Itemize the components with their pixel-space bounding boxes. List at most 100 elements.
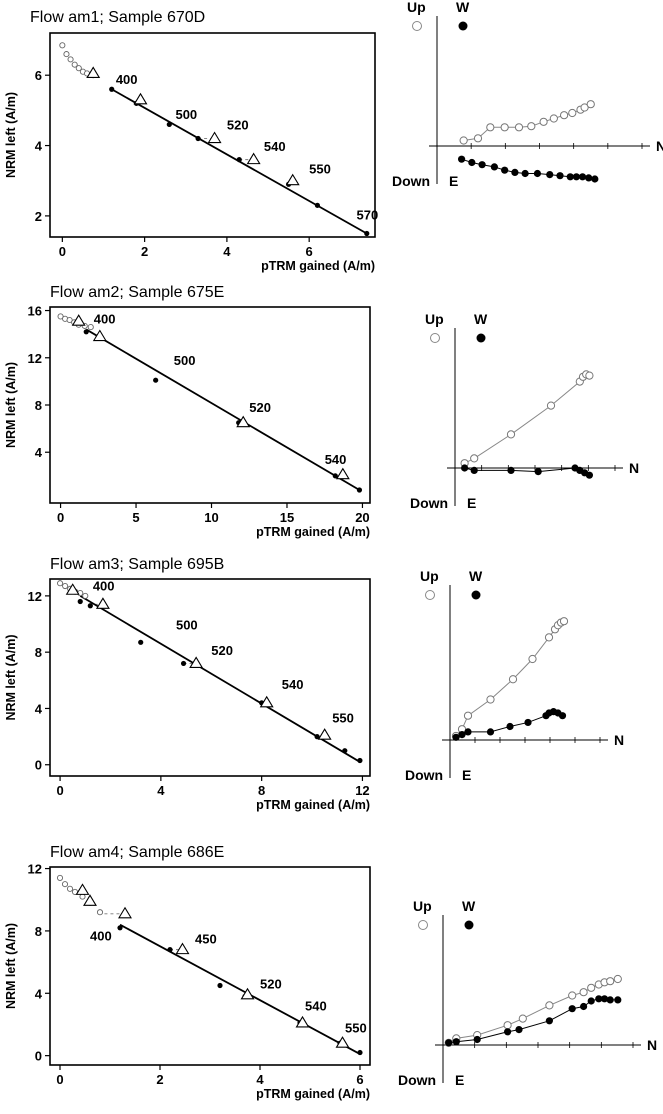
ptrm-check-triangle: [175, 942, 190, 955]
y-tick-label: 4: [35, 139, 43, 154]
zij-vertical-point: [539, 117, 548, 126]
y-tick-label: 4: [35, 986, 43, 1001]
zij-horizontal-point: [458, 731, 466, 739]
zij-horizontal-point: [578, 173, 587, 181]
data-point: [83, 329, 89, 335]
plot-frame: [49, 866, 371, 1066]
ptrm-check-triangle: [295, 1015, 310, 1028]
zij-label-e: E: [449, 173, 458, 189]
zij-horizontal-point: [606, 996, 614, 1004]
x-axis-label: pTRM gained (A/m): [256, 525, 370, 539]
temperature-label: 540: [264, 139, 286, 154]
data-point: [167, 947, 173, 953]
data-point: [332, 473, 338, 479]
x-tick-label: 4: [157, 783, 165, 798]
zij-vertical-point: [473, 134, 483, 143]
zij-vertical-point: [560, 111, 569, 120]
temperature-label: 500: [175, 107, 197, 122]
zij-horizontal-point: [614, 996, 622, 1004]
low-temp-point: [75, 65, 82, 72]
x-tick-label: 5: [132, 510, 139, 525]
x-axis-label: pTRM gained (A/m): [256, 798, 370, 812]
low-temp-point: [66, 885, 74, 892]
zij-label-e: E: [462, 767, 471, 783]
temperature-label: 550: [332, 711, 354, 726]
ptrm-check-triangle: [240, 987, 255, 1000]
temperature-label: 570: [356, 207, 378, 222]
data-point: [117, 925, 123, 931]
fit-line: [79, 595, 361, 763]
temperature-label: 520: [249, 400, 271, 415]
ptrm-check-triangle: [285, 173, 300, 186]
y-tick-label: 8: [35, 398, 42, 413]
zij-horizontal-point: [445, 1039, 453, 1047]
zij-vertical-point: [470, 454, 479, 463]
zijderveld-diagram: Up W Down E N: [392, 0, 663, 189]
data-point: [153, 377, 159, 383]
zij-vertical-point: [580, 103, 589, 112]
ptrm-check-triangle: [189, 656, 204, 668]
zij-legend-filled-circle: [464, 920, 474, 930]
zij-legend-open-circle: [430, 333, 440, 343]
zij-horizontal-point: [506, 722, 514, 731]
zij-vertical-point: [546, 401, 556, 410]
zij-vertical-point: [528, 654, 537, 664]
x-tick-label: 15: [280, 510, 294, 525]
data-point: [356, 487, 363, 493]
data-point: [357, 757, 363, 764]
data-point: [166, 121, 172, 128]
zij-vertical-point: [559, 617, 569, 626]
zij-legend-filled-circle: [471, 590, 481, 600]
zij-label-up: Up: [420, 568, 439, 584]
zij-vertical-point: [585, 371, 594, 380]
y-tick-label: 12: [28, 351, 42, 366]
x-tick-label: 2: [156, 1072, 163, 1087]
zij-vertical-point: [459, 136, 468, 145]
y-axis-label: NRM left (A/m): [4, 362, 18, 448]
low-temp-point: [87, 324, 94, 331]
x-tick-label: 12: [355, 783, 369, 798]
x-tick-label: 0: [59, 244, 66, 259]
low-temp-point: [56, 874, 64, 881]
data-point: [87, 603, 93, 609]
zij-vertical-point: [500, 123, 509, 132]
zij-horizontal-point: [473, 1035, 481, 1044]
zij-horizontal-point: [490, 163, 498, 171]
zij-horizontal-point: [486, 728, 495, 736]
zij-horizontal-projection-line: [464, 467, 590, 476]
panel-title: Flow am4; Sample 686E: [50, 844, 224, 861]
x-axis-label: pTRM gained (A/m): [256, 1087, 370, 1101]
low-temp-point: [82, 592, 89, 599]
zij-vertical-point: [606, 977, 615, 986]
zij-horizontal-point: [507, 466, 515, 474]
y-tick-label: 12: [28, 862, 42, 877]
ptrm-check-triangle: [236, 415, 251, 428]
zij-vertical-point: [508, 675, 518, 684]
temperature-label: 500: [174, 353, 196, 368]
zij-horizontal-point: [545, 1017, 554, 1025]
low-temp-point: [96, 909, 104, 916]
zij-label-w: W: [469, 568, 483, 584]
zij-horizontal-point: [461, 464, 469, 472]
x-axis-label: pTRM gained (A/m): [261, 259, 375, 273]
zij-horizontal-point: [572, 173, 581, 181]
zij-horizontal-point: [501, 166, 509, 174]
zij-vertical-point: [486, 695, 495, 704]
zij-label-down: Down: [392, 173, 430, 189]
zij-horizontal-point: [468, 158, 476, 167]
ptrm-check-triangle: [133, 92, 148, 105]
zij-label-n: N: [647, 1037, 657, 1053]
zijderveld-diagram: Up W Down E N: [410, 311, 639, 511]
ptrm-check-triangle: [83, 894, 97, 906]
plot-frame: [49, 32, 376, 238]
ptrm-check-triangle: [246, 152, 261, 165]
y-tick-label: 0: [35, 758, 42, 773]
y-tick-label: 2: [35, 209, 42, 224]
zij-label-n: N: [656, 138, 663, 154]
zij-vertical-point: [613, 974, 622, 984]
data-point: [342, 748, 348, 754]
zijderveld-diagram: Up W Down E N: [398, 898, 657, 1088]
zij-horizontal-point: [452, 733, 460, 741]
